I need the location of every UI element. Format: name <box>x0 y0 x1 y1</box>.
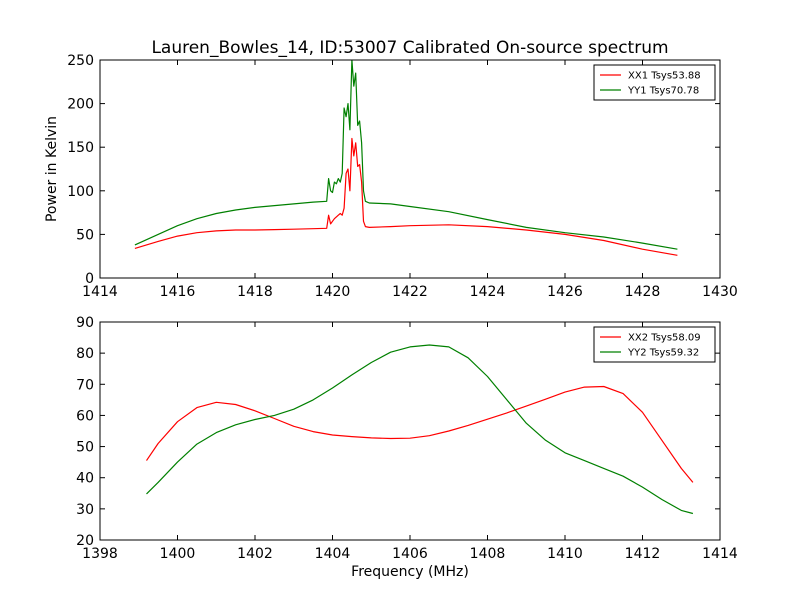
legend-box <box>593 326 716 363</box>
x-tick-label: 1428 <box>625 284 661 300</box>
x-tick-label: 1404 <box>315 546 351 562</box>
legend: XX2 Tsys58.09 YY2 Tsys59.32 <box>593 326 716 363</box>
series-line-yy <box>146 344 694 515</box>
y-tick-label: 40 <box>76 471 94 487</box>
x-tick-label: 1416 <box>160 284 196 300</box>
legend-entry: XX1 Tsys53.88 <box>628 71 701 82</box>
x-tick-label: 1398 <box>82 546 118 562</box>
legend-entry: YY1 Tsys70.78 <box>627 86 699 97</box>
bottom-plot: 1398 1400 1402 1404 1406 1408 1410 1412 1414 20 30… <box>76 315 738 580</box>
legend-entry: XX2 Tsys58.09 <box>628 333 701 344</box>
y-tick-label: 150 <box>67 140 94 156</box>
series-line-yy <box>134 60 678 250</box>
y-tick-label: 30 <box>76 502 94 518</box>
y-tick-label: 50 <box>76 227 94 243</box>
x-tick-label: 1418 <box>237 284 273 300</box>
x-axis-label: Frequency (MHz) <box>351 564 469 580</box>
y-tick-label: 80 <box>76 346 94 362</box>
legend-entry: YY2 Tsys59.32 <box>627 348 699 359</box>
x-tick-label: 1414 <box>702 546 738 562</box>
y-tick-label: 250 <box>67 53 94 69</box>
x-tick-label: 1420 <box>315 284 351 300</box>
y-tick-label: 100 <box>67 184 94 200</box>
y-tick-label: 20 <box>76 533 94 549</box>
x-tick-label: 1414 <box>82 284 118 300</box>
legend-box <box>593 64 716 101</box>
chart-title: Lauren_Bowles_14, ID:53007 Calibrated On… <box>151 38 668 58</box>
y-tick-label: 60 <box>76 408 94 424</box>
x-tick-label: 1422 <box>392 284 428 300</box>
y-axis-label: Power in Kelvin <box>44 116 60 222</box>
x-tick-label: 1402 <box>237 546 273 562</box>
y-tick-label: 200 <box>67 97 94 113</box>
x-tick-label: 1410 <box>547 546 583 562</box>
series-line-xx <box>134 137 678 256</box>
series-lines <box>134 60 678 256</box>
x-tick-label: 1424 <box>470 284 506 300</box>
x-tick-label: 1426 <box>547 284 583 300</box>
y-tick-label: 90 <box>76 315 94 331</box>
x-tick-label: 1400 <box>160 546 196 562</box>
x-tick-label: 1408 <box>470 546 506 562</box>
legend: XX1 Tsys53.88 YY1 Tsys70.78 <box>593 64 716 101</box>
top-plot: 1414 1416 1418 1420 1422 1424 1426 1428 1430 0 50 1… <box>44 53 738 300</box>
series-lines <box>146 344 694 515</box>
y-tick-label: 70 <box>76 377 94 393</box>
x-tick-label: 1430 <box>702 284 738 300</box>
x-tick-label: 1406 <box>392 546 428 562</box>
y-tick-label: 0 <box>85 271 94 287</box>
series-line-xx <box>146 385 694 483</box>
y-tick-label: 50 <box>76 440 94 456</box>
x-tick-label: 1412 <box>625 546 661 562</box>
